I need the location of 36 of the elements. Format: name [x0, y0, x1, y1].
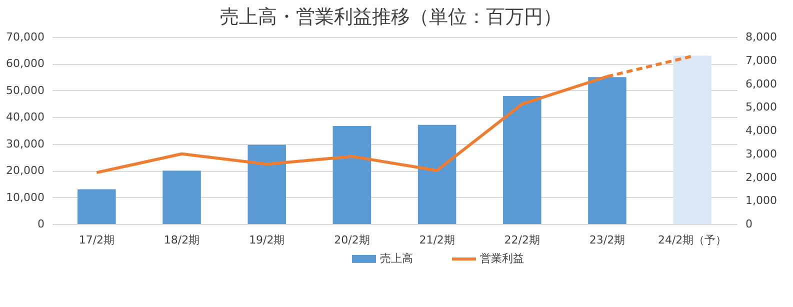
bar [162, 170, 201, 224]
y2-tick-label: 3,000 [746, 147, 777, 160]
y-tick-label: 0 [38, 218, 44, 230]
bar [418, 124, 456, 224]
y2-tick-label: 6,000 [746, 77, 777, 90]
x-tick-label: 22/2期 [504, 234, 540, 246]
x-tick-label: 23/2期 [589, 234, 626, 246]
bar [502, 96, 542, 224]
legend-label: 売上高 [380, 252, 413, 265]
chart-title: 売上高・営業利益推移（単位：百万円） [220, 6, 562, 28]
y2-tick-label: 8,000 [746, 30, 777, 44]
y2-tick-label: 2,000 [746, 170, 777, 184]
x-tick-label: 18/2期 [164, 234, 200, 246]
bar [673, 56, 712, 224]
x-tick-label: 19/2期 [249, 234, 285, 246]
bar [588, 77, 626, 224]
bar [332, 126, 372, 224]
x-tick-label: 24/2期（予） [658, 234, 727, 246]
bar [78, 189, 116, 224]
y-tick-label: 70,000 [6, 30, 44, 44]
y2-tick-label: 1,000 [746, 194, 777, 208]
bar [248, 144, 286, 224]
y-tick-label: 40,000 [6, 110, 44, 124]
y-tick-label: 10,000 [6, 190, 44, 204]
x-tick-label: 21/2期 [419, 234, 455, 246]
y-tick-label: 60,000 [6, 57, 44, 70]
y2-tick-label: 5,000 [746, 100, 777, 114]
y2-tick-label: 4,000 [746, 124, 777, 137]
y2-tick-label: 0 [746, 218, 752, 230]
x-tick-label: 17/2期 [78, 234, 115, 246]
y2-tick-label: 7,000 [746, 54, 777, 67]
legend-label: 営業利益 [480, 252, 524, 265]
y-tick-label: 20,000 [6, 164, 44, 178]
x-tick-label: 20/2期 [334, 234, 370, 246]
y-tick-label: 30,000 [6, 137, 44, 150]
y-tick-label: 50,000 [6, 84, 44, 97]
